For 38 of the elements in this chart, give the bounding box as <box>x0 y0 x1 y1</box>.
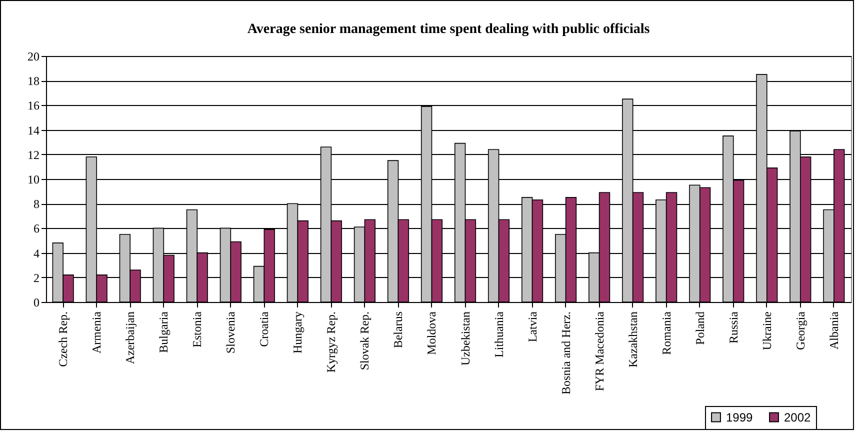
x-tick-label: Estonia <box>190 310 204 348</box>
x-tick-label: Croatia <box>257 310 272 347</box>
x-tick-label: Kyrgyz Rep. <box>324 312 338 373</box>
x-tick-label: Lithuania <box>492 310 506 358</box>
x-tick-label: Kazakhstan <box>626 312 640 368</box>
x-tick-label: Hungary <box>290 312 305 354</box>
legend-label: 2002 <box>784 410 812 424</box>
y-tick-label: 6 <box>34 222 40 236</box>
x-tick-label: Bulgaria <box>156 310 171 353</box>
x-tick-label: Czech Rep. <box>56 312 70 367</box>
x-tick-label: Bosnia and Herz. <box>558 312 573 394</box>
x-tick-label: Slovak Rep. <box>358 312 372 370</box>
x-tick-label: Belarus <box>391 311 406 348</box>
y-tick-label: 2 <box>34 270 40 285</box>
x-tick-label: Georgia <box>793 310 808 350</box>
y-tick-label: 12 <box>28 148 40 162</box>
x-tick-label: Latvia <box>525 310 540 342</box>
x-tick-label: Albania <box>826 310 841 350</box>
x-tick-label: Ukraine <box>760 312 774 350</box>
x-tick-label: Armenia <box>90 310 104 354</box>
y-tick-label: 0 <box>34 296 40 310</box>
y-tick-label: 8 <box>34 197 40 212</box>
x-tick-label: Russia <box>726 310 740 344</box>
y-tick-label: 4 <box>34 246 40 260</box>
x-tick-label: Azerbaijan <box>123 312 138 364</box>
x-tick-label: FYR Macedonia <box>592 310 606 392</box>
y-tick-label: 14 <box>28 123 40 138</box>
y-tick-label: 10 <box>28 172 40 186</box>
y-tick-label: 16 <box>28 98 40 113</box>
x-tick-label: Romania <box>659 310 674 355</box>
chart-title: Average senior management time spent dealing with public officials <box>247 22 650 37</box>
x-tick-label: Poland <box>692 312 707 345</box>
x-tick-label: Moldova <box>424 310 439 355</box>
legend-label: 1999 <box>726 410 754 424</box>
x-tick-label: Uzbekistan <box>458 312 472 366</box>
y-tick-label: 18 <box>28 74 40 88</box>
y-tick-label: 20 <box>28 50 40 64</box>
x-tick-label: Slovenia <box>224 310 238 354</box>
